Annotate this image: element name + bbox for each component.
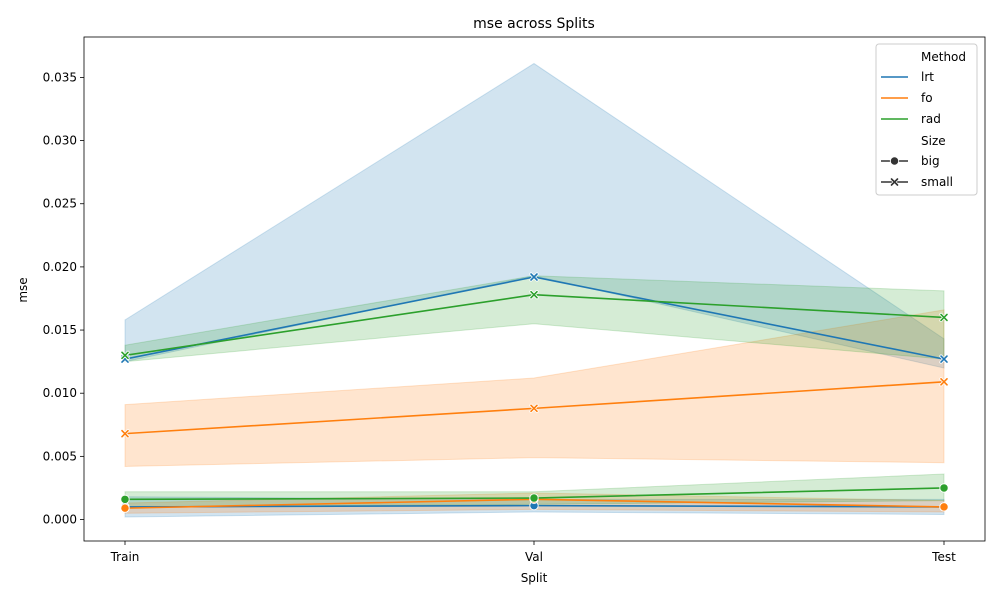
y-tick-label: 0.025 bbox=[43, 197, 77, 211]
x-axis-title: Split bbox=[521, 571, 548, 585]
legend-hue-title: Method bbox=[921, 50, 966, 64]
x-axis: Train Val Test bbox=[110, 541, 956, 564]
data-point-lrt-small bbox=[529, 272, 539, 282]
data-point-rad-big bbox=[120, 494, 130, 504]
x-tick-label: Test bbox=[931, 550, 956, 564]
legend-label-lrt: lrt bbox=[921, 70, 934, 84]
legend-marker-small bbox=[889, 177, 900, 187]
data-point-rad-small bbox=[939, 312, 949, 323]
ci-band-fo-small bbox=[124, 309, 945, 467]
legend-frame bbox=[875, 43, 978, 196]
y-tick-label: 0.030 bbox=[43, 134, 77, 148]
data-point-fo-big bbox=[939, 502, 949, 512]
plot-frame bbox=[83, 36, 986, 542]
data-point-fo-small bbox=[120, 429, 130, 439]
x-tick-label: Train bbox=[110, 550, 140, 564]
legend-label-fo: fo bbox=[921, 91, 933, 105]
data-point-fo-big bbox=[120, 503, 130, 513]
y-tick-label: 0.010 bbox=[43, 386, 77, 400]
legend-label-big: big bbox=[921, 154, 940, 168]
y-tick-label: 0.035 bbox=[43, 70, 77, 84]
legend-hue-entries: lrt fo rad bbox=[881, 70, 941, 126]
y-tick-label: 0.015 bbox=[43, 323, 77, 337]
data-point-rad-big bbox=[939, 483, 949, 493]
y-axis-title: mse bbox=[16, 277, 30, 302]
legend-label-small: small bbox=[921, 175, 953, 189]
legend-style-entries: big small bbox=[881, 154, 953, 189]
y-tick-label: 0.000 bbox=[43, 513, 77, 527]
ci-band-lrt-small bbox=[124, 62, 945, 369]
chart-title: mse across Splits bbox=[473, 16, 595, 32]
legend-style-title: Size bbox=[921, 134, 946, 148]
plot-area bbox=[120, 62, 949, 518]
y-tick-label: 0.020 bbox=[43, 260, 77, 274]
legend-marker-big bbox=[889, 156, 900, 166]
x-tick-label: Val bbox=[525, 550, 543, 564]
legend-label-rad: rad bbox=[921, 112, 941, 126]
data-point-fo-small bbox=[939, 377, 949, 387]
legend: Method lrt fo rad Size big small bbox=[875, 43, 978, 196]
data-point-rad-big bbox=[529, 493, 539, 503]
series-markers bbox=[120, 272, 949, 513]
data-point-rad-small bbox=[529, 290, 539, 300]
data-point-rad-small bbox=[120, 350, 130, 360]
confidence-bands bbox=[124, 62, 945, 518]
data-point-fo-small bbox=[529, 403, 539, 413]
y-tick-label: 0.005 bbox=[43, 449, 77, 463]
y-axis: 0.000 0.005 0.010 0.015 0.020 0.025 0.030 0.035 bbox=[43, 70, 84, 527]
data-point-lrt-small bbox=[939, 354, 949, 364]
